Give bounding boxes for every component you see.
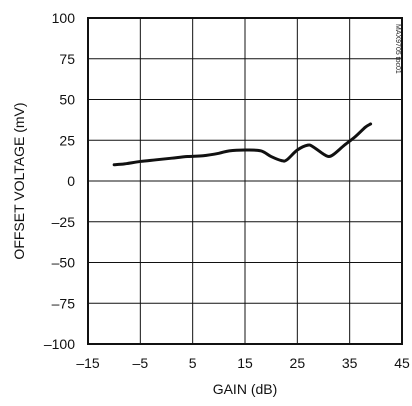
y-tick-label: –50: [52, 255, 76, 271]
x-tick-label: 35: [342, 355, 358, 371]
plot-frame: [87, 17, 403, 345]
x-axis-title: GAIN (dB): [213, 381, 278, 397]
series-layer: [112, 122, 373, 167]
y-tick-label: 100: [52, 10, 76, 26]
grid-lines: [88, 18, 402, 344]
y-tick-label: 0: [67, 173, 75, 189]
x-tick-label: –15: [76, 355, 100, 371]
y-tick-label: –100: [44, 336, 75, 352]
x-tick-label: 25: [290, 355, 306, 371]
y-tick-label: 25: [59, 132, 75, 148]
x-tick-labels: –15 –5 5 15 25 35 45: [76, 355, 410, 371]
x-tick-label: 45: [394, 355, 410, 371]
x-tick-label: 5: [189, 355, 197, 371]
corner-code: MAX9705 toc01: [394, 24, 401, 74]
y-tick-label: –25: [52, 214, 76, 230]
offset-voltage-series-line: [112, 122, 373, 167]
y-tick-label: 75: [59, 51, 75, 67]
x-tick-label: –5: [133, 355, 149, 371]
y-tick-label: 50: [59, 92, 75, 108]
y-tick-label: –75: [52, 295, 76, 311]
y-axis-title: OFFSET VOLTAGE (mV): [11, 102, 27, 259]
y-tick-labels: 100 75 50 25 0 –25 –50 –75 –100: [44, 10, 75, 352]
x-tick-label: 15: [237, 355, 253, 371]
